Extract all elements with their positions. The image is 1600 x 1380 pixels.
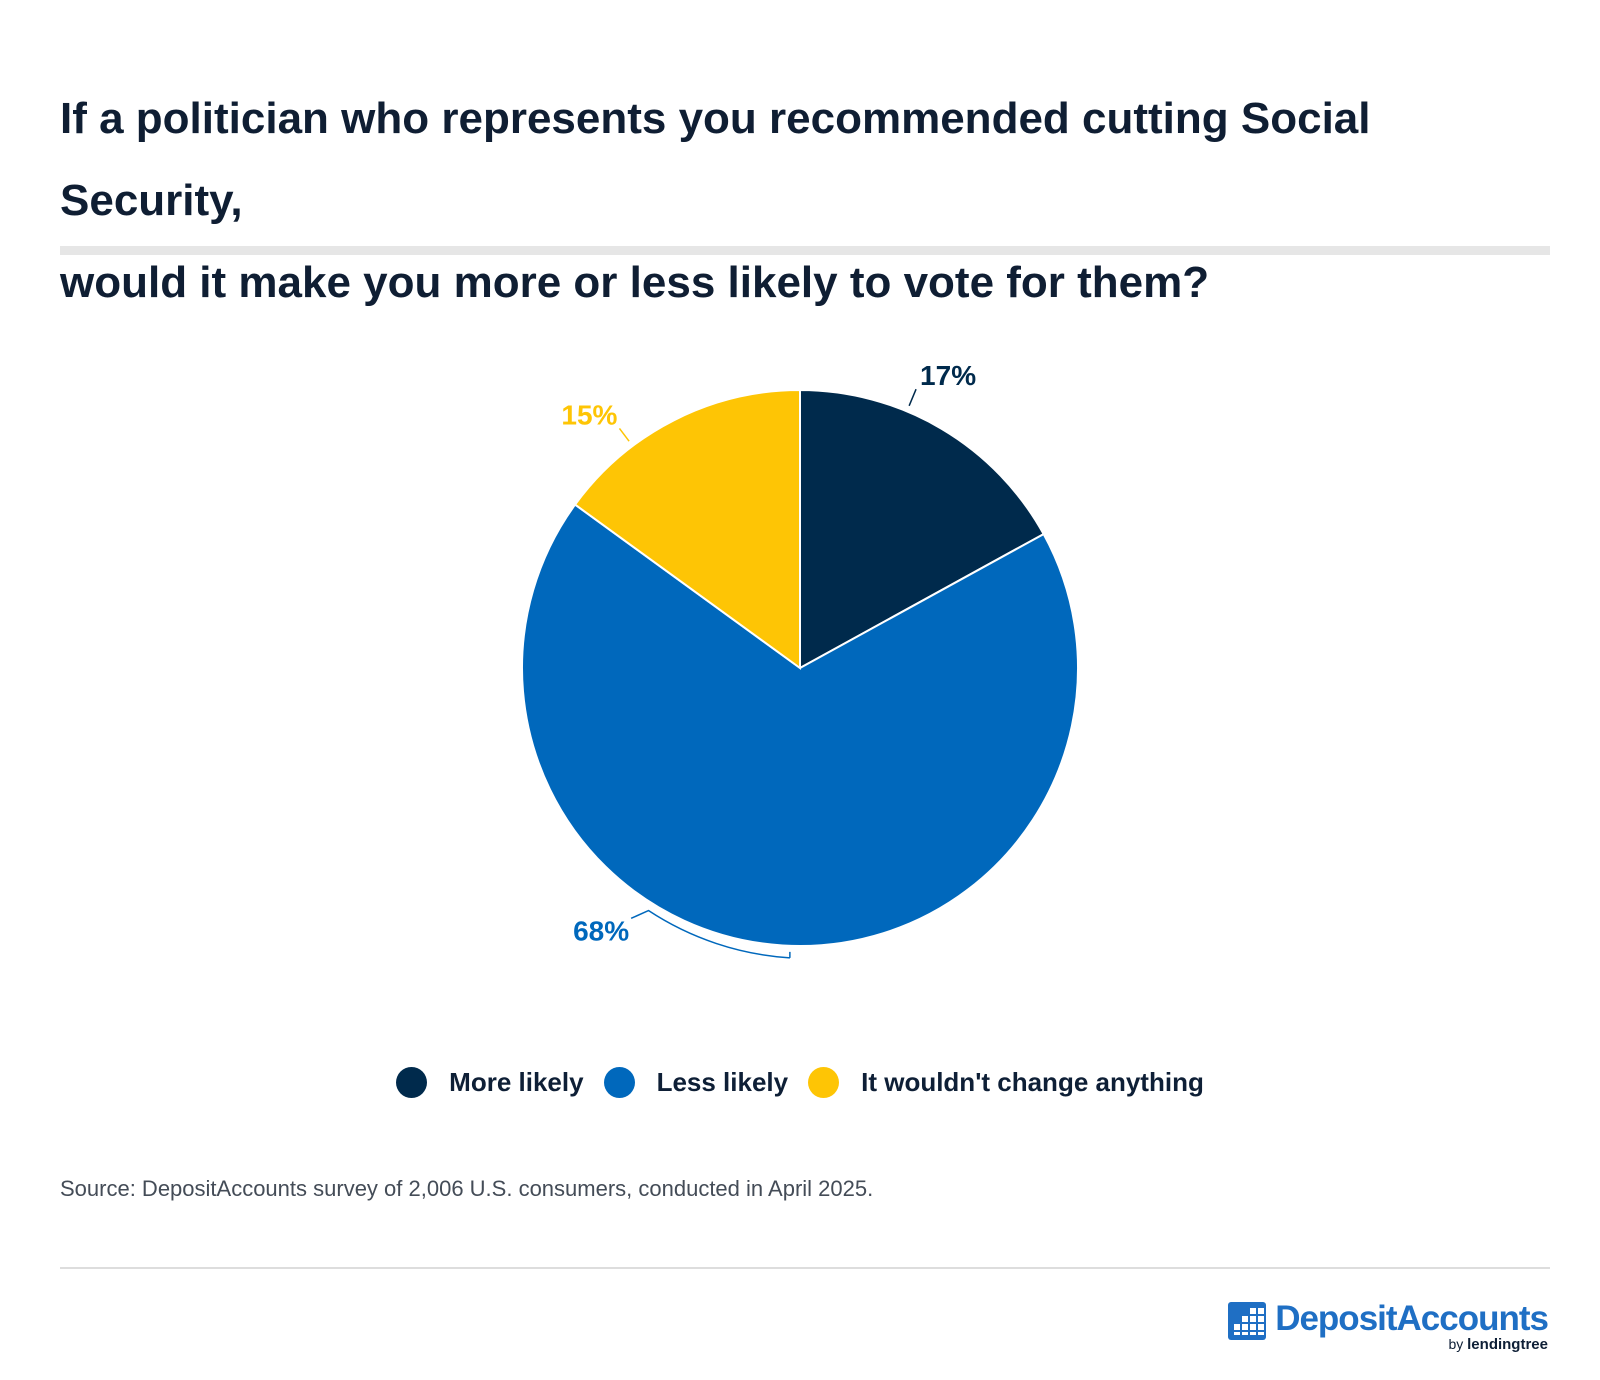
chart-legend: More likely Less likely It wouldn't chan… <box>0 1067 1600 1098</box>
legend-item-less-likely: Less likely <box>603 1067 789 1098</box>
legend-item-no-change: It wouldn't change anything <box>808 1067 1204 1098</box>
legend-label-more-likely: More likely <box>449 1067 584 1097</box>
chart-title: If a politician who represents you recom… <box>60 78 1560 324</box>
pie-slice-no-change <box>573 388 801 670</box>
brand-parent: lendingtree <box>1467 1336 1548 1353</box>
footer-divider <box>60 1267 1550 1269</box>
pie-label-more-likely: 17% <box>920 360 976 391</box>
chart-title-line-2: would it make you more or less likely to… <box>60 258 1210 307</box>
brand-by: by <box>1448 1336 1464 1352</box>
legend-label-no-change: It wouldn't change anything <box>861 1067 1204 1097</box>
pie-leader-more-likely <box>908 388 917 407</box>
pie-leader-less-likely <box>630 909 791 959</box>
title-divider <box>60 246 1550 255</box>
pie-slice-more-likely <box>799 388 1045 670</box>
pie-data-labels: 17% 68% 15% <box>561 360 976 946</box>
source-note: Source: DepositAccounts survey of 2,006 … <box>60 1176 874 1201</box>
brand-logo: DepositAccounts by lendingtree <box>1228 1299 1549 1353</box>
pie-slices <box>521 388 1079 947</box>
pie-label-no-change: 15% <box>561 399 617 430</box>
legend-swatch-more-likely <box>396 1067 428 1098</box>
legend-label-less-likely: Less likely <box>656 1067 789 1097</box>
legend-swatch-no-change <box>808 1067 840 1098</box>
legend-item-more-likely: More likely <box>396 1067 584 1098</box>
pie-leader-no-change <box>618 427 630 442</box>
brand-byline: by lendingtree <box>1448 1336 1548 1353</box>
pie-slice-less-likely <box>521 503 1079 947</box>
pie-label-leaders <box>618 388 917 959</box>
deposit-accounts-logo-icon <box>1228 1302 1267 1340</box>
pie-label-less-likely: 68% <box>573 915 629 946</box>
brand-name: DepositAccounts <box>1275 1299 1549 1338</box>
chart-title-line-1: If a politician who represents you recom… <box>60 94 1371 225</box>
legend-swatch-less-likely <box>603 1067 635 1098</box>
